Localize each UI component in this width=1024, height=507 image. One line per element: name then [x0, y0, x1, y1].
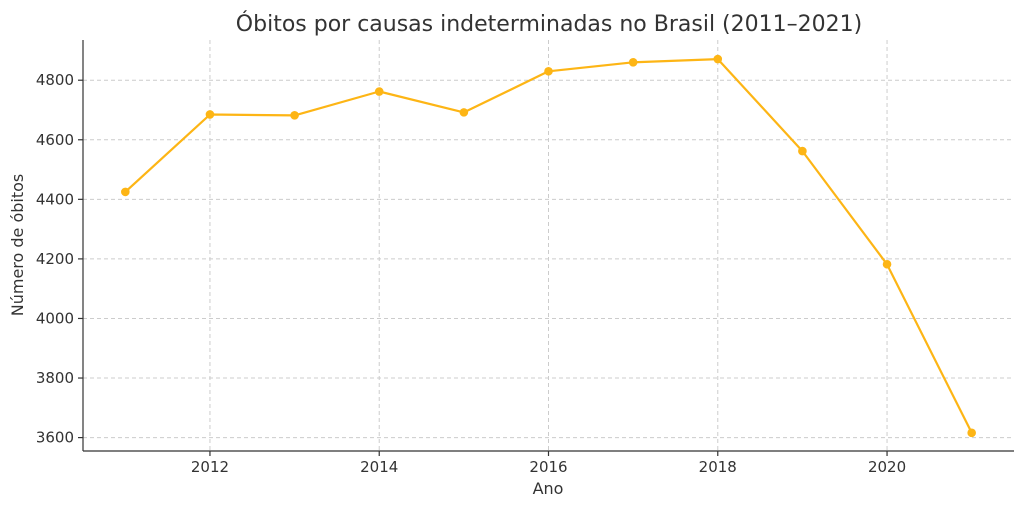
y-tick-label: 4000 [36, 309, 74, 327]
data-point [628, 58, 638, 67]
data-point [713, 54, 723, 64]
y-tick-label: 4200 [36, 250, 74, 268]
ticks: 3600 3800 4000 4200 4400 4600 4800 2012 2014 2016… [36, 71, 906, 476]
y-tick-label: 3800 [36, 369, 74, 387]
y-tick-label: 3600 [36, 429, 74, 447]
data-point [798, 146, 807, 156]
data-point [290, 111, 299, 120]
data-point [882, 259, 892, 269]
x-tick-label: 2014 [360, 458, 398, 476]
x-tick-label: 2018 [699, 458, 737, 476]
y-tick-label: 4600 [36, 131, 74, 149]
x-axis-label: Ano [533, 479, 564, 498]
y-tick-label: 4400 [36, 190, 74, 208]
data-point [967, 428, 976, 438]
x-tick-label: 2016 [529, 458, 567, 476]
data-point [374, 87, 384, 96]
x-tick-label: 2012 [191, 458, 229, 476]
chart-title: Óbitos por causas indeterminadas no Bras… [236, 11, 862, 37]
y-tick-label: 4800 [36, 71, 74, 89]
data-point [459, 108, 469, 117]
data-point [205, 110, 215, 119]
data-point [121, 187, 130, 197]
series [121, 54, 976, 438]
data-point [544, 66, 553, 76]
grid [83, 40, 1014, 451]
y-axis-label: Número de óbitos [8, 174, 27, 317]
x-tick-label: 2020 [868, 458, 906, 476]
